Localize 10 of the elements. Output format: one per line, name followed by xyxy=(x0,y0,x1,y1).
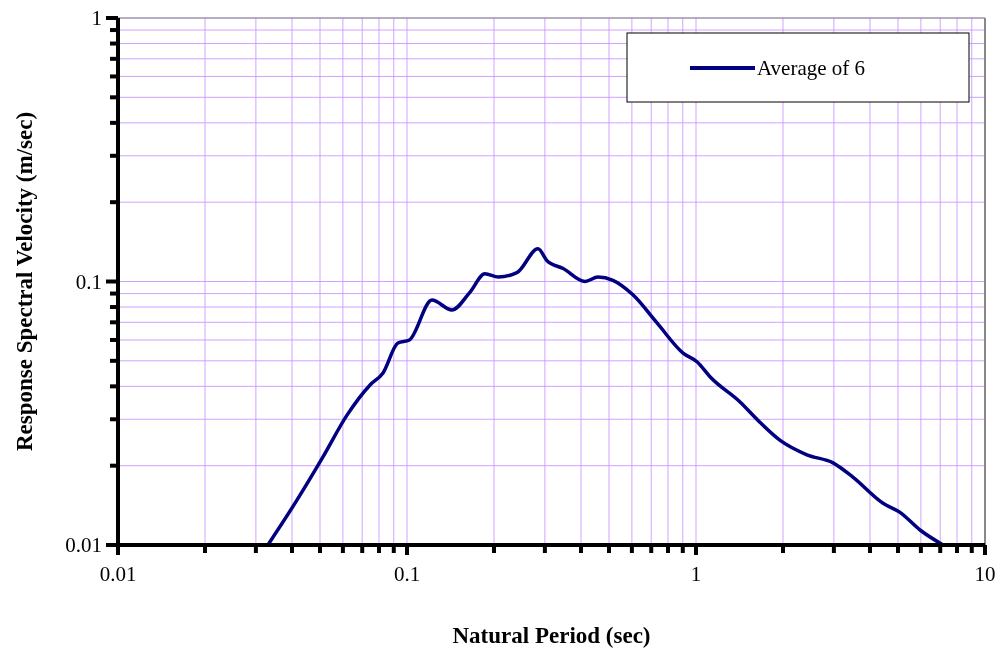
x-tick-label: 10 xyxy=(974,562,996,586)
x-tick-label: 0.01 xyxy=(99,562,137,586)
y-tick-label: 1 xyxy=(91,6,102,30)
x-tick-label: 1 xyxy=(690,562,702,586)
x-axis-title: Natural Period (sec) xyxy=(452,623,651,648)
y-axis-title: Response Spectral Velocity (m/sec) xyxy=(12,111,37,452)
x-tick-label: 0.1 xyxy=(393,562,421,586)
legend-label: Average of 6 xyxy=(757,56,866,80)
y-tick-label: 0.01 xyxy=(65,533,102,557)
y-tick-label: 0.1 xyxy=(75,269,102,294)
